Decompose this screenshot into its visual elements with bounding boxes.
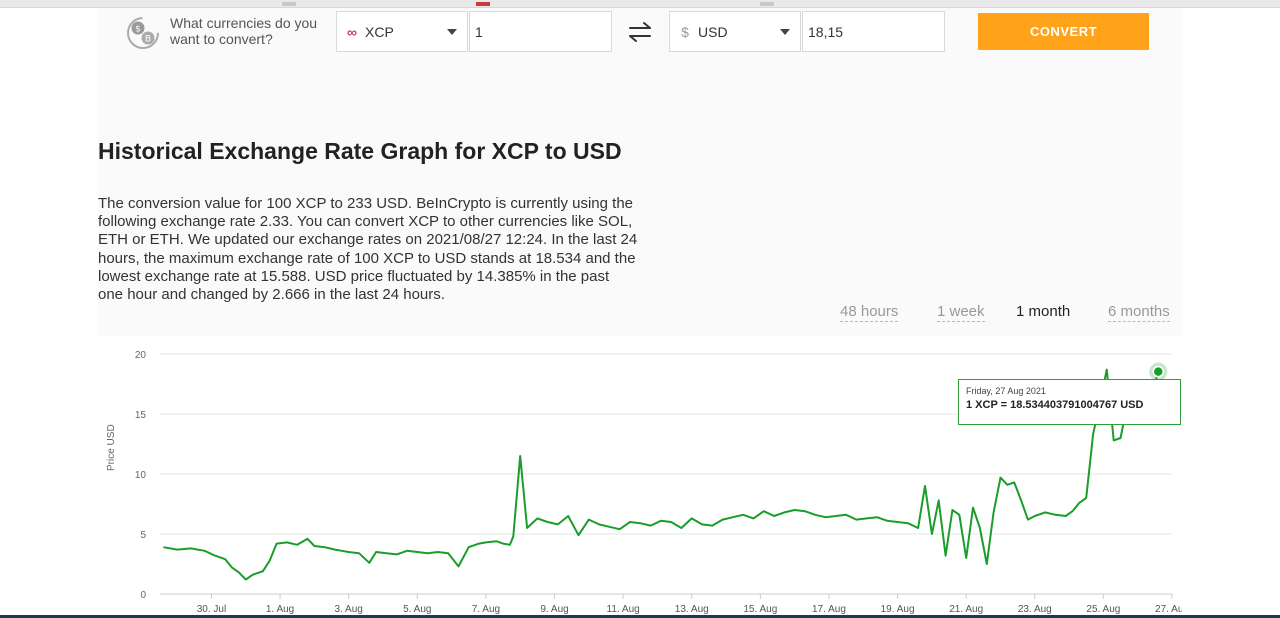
range-1-week[interactable]: 1 week [937, 303, 985, 322]
taskbar-edge [0, 615, 1280, 618]
converter-question: What currencies do you want to convert? [170, 15, 318, 47]
chart-tooltip: Friday, 27 Aug 2021 1 XCP = 18.534403791… [958, 379, 1181, 425]
section-description: The conversion value for 100 XCP to 233 … [98, 195, 638, 304]
converter-panel: $ B What currencies do you want to conve… [98, 8, 1182, 618]
swap-arrows-icon[interactable] [626, 20, 654, 44]
y-axis-label: Price USD [106, 424, 117, 471]
to-currency-label: USD [698, 23, 728, 40]
y-tick-label: 20 [135, 350, 147, 361]
strip-marker [760, 2, 774, 6]
xcp-icon: ∞ [347, 23, 357, 40]
section-title: Historical Exchange Rate Graph for XCP t… [98, 138, 622, 164]
x-tick-label: 1. Aug [266, 604, 294, 615]
x-tick-label: 7. Aug [472, 604, 500, 615]
from-currency-label: XCP [365, 23, 394, 40]
to-amount-input[interactable]: 18,15 [802, 11, 945, 52]
chevron-down-icon [780, 29, 790, 35]
chevron-down-icon [447, 29, 457, 35]
browser-top-strip [0, 0, 1280, 8]
range-6-months[interactable]: 6 months [1108, 303, 1170, 322]
from-amount-input[interactable]: 1 [469, 11, 612, 52]
y-tick-label: 5 [140, 530, 146, 541]
x-tick-label: 15. Aug [743, 604, 777, 615]
currency-exchange-icon: $ B [127, 17, 159, 49]
tooltip-value: 1 XCP = 18.534403791004767 USD [966, 399, 1144, 411]
x-tick-label: 3. Aug [334, 604, 362, 615]
x-tick-label: 5. Aug [403, 604, 431, 615]
chart-plot: 0 5 10 15 20 30. Jul 1. Aug 3. Aug 5. Aug 7. Aug 9… [135, 350, 1182, 615]
x-tick-label: 25. Aug [1086, 604, 1120, 615]
y-tick-label: 0 [140, 590, 146, 601]
y-tick-label: 10 [135, 470, 147, 481]
x-tick-label: 30. Jul [197, 604, 226, 615]
x-tick-label: 13. Aug [675, 604, 709, 615]
convert-button[interactable]: CONVERT [978, 13, 1149, 50]
dollar-icon: $ [681, 23, 689, 40]
range-1-month[interactable]: 1 month [1016, 303, 1071, 320]
x-tick-label: 11. Aug [607, 604, 640, 615]
from-currency-select[interactable]: ∞ XCP [336, 11, 468, 52]
range-48-hours[interactable]: 48 hours [840, 303, 899, 322]
highlight-point [1152, 365, 1165, 378]
x-tick-label: 21. Aug [949, 604, 983, 615]
x-tick-label: 9. Aug [540, 604, 568, 615]
x-tick-label: 27. Aug [1155, 604, 1182, 615]
tooltip-date: Friday, 27 Aug 2021 [966, 386, 1046, 396]
exchange-rate-chart: 0 5 10 15 20 30. Jul 1. Aug 3. Aug 5. Aug 7. Aug 9… [98, 336, 1182, 618]
to-currency-select[interactable]: $ USD [669, 11, 801, 52]
series-line [163, 368, 1160, 581]
svg-text:B: B [145, 35, 151, 45]
x-tick-label: 17. Aug [812, 604, 846, 615]
y-tick-label: 15 [135, 410, 147, 421]
currency-converter: $ B What currencies do you want to conve… [98, 8, 1182, 80]
x-tick-label: 19. Aug [881, 604, 915, 615]
x-tick-label: 23. Aug [1018, 604, 1052, 615]
strip-marker [476, 2, 490, 6]
strip-marker [282, 2, 296, 6]
svg-text:$: $ [135, 25, 141, 35]
